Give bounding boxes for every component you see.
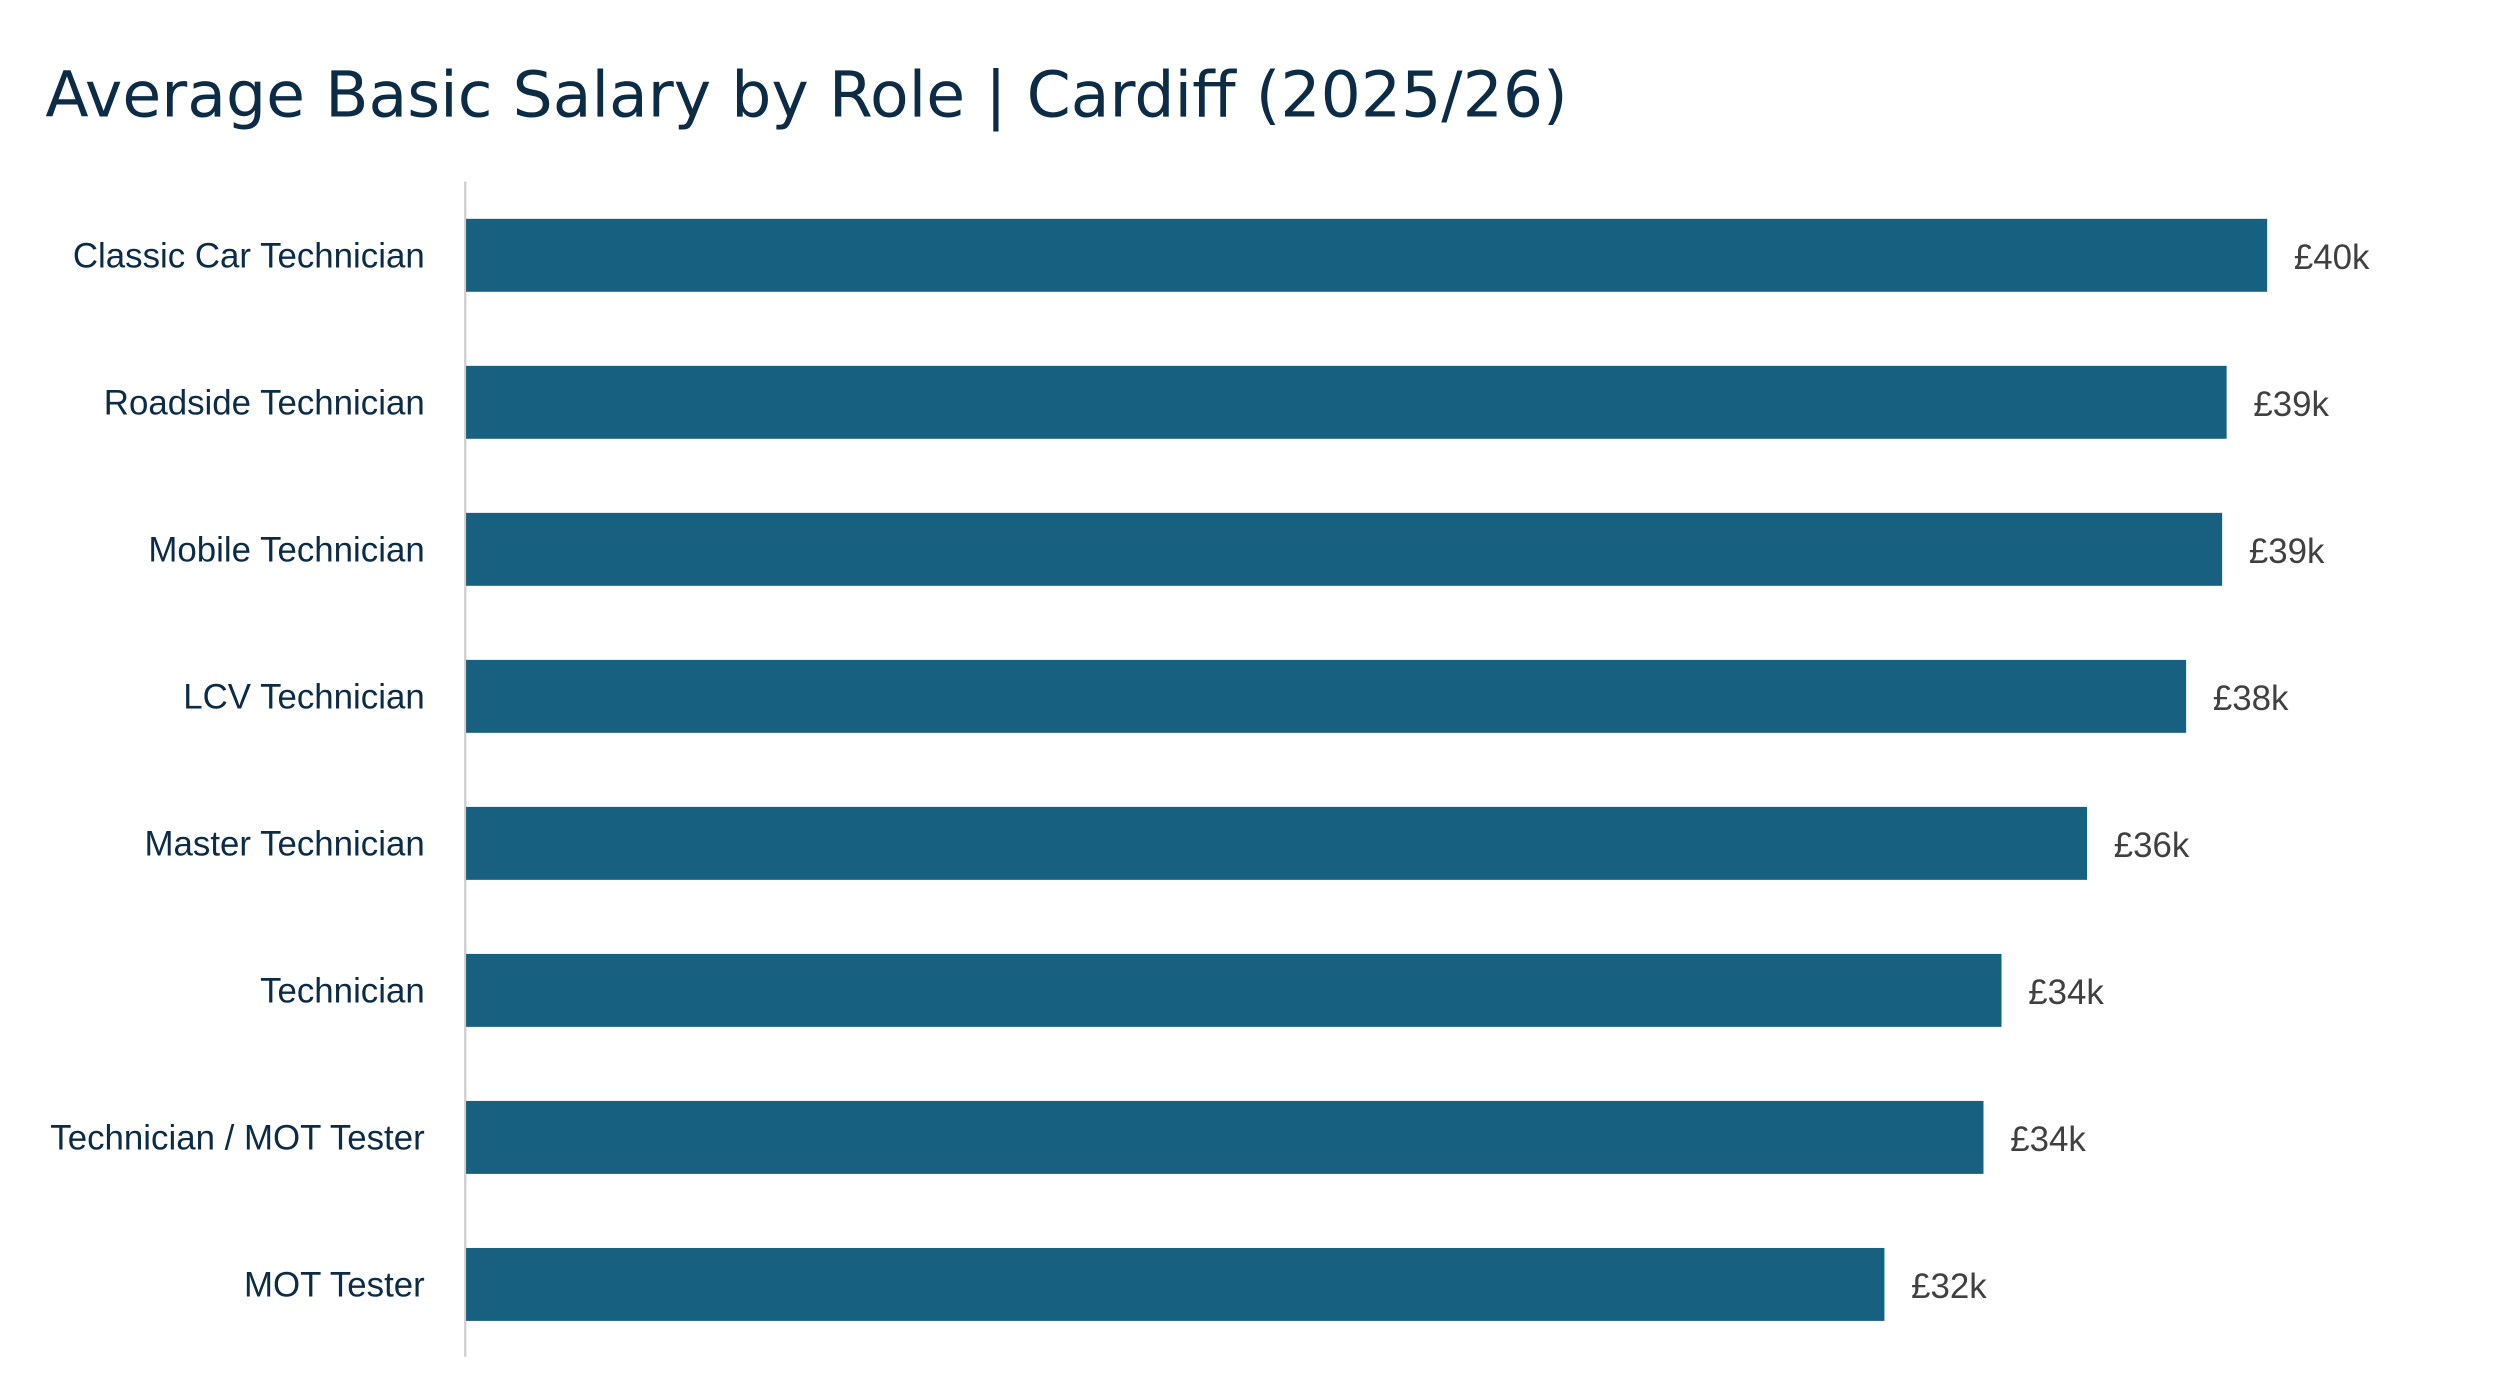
category-label: LCV Technician	[183, 678, 424, 717]
category-label: Technician / MOT Tester	[50, 1119, 425, 1158]
bars: Classic Car Technician £40k Roadside Techn…	[50, 218, 2370, 1321]
data-label: £36k	[2114, 826, 2190, 865]
bar	[466, 806, 2088, 880]
data-label: £32k	[1911, 1267, 1987, 1306]
data-label: £34k	[2010, 1120, 2086, 1159]
category-label: Roadside Technician	[104, 383, 425, 422]
data-label: £39k	[2253, 385, 2329, 424]
bar	[466, 512, 2223, 586]
bar	[466, 218, 2268, 292]
data-label: £38k	[2213, 679, 2289, 718]
category-label: Mobile Technician	[148, 530, 424, 569]
bar	[466, 659, 2187, 733]
bar	[466, 365, 2227, 439]
data-label: £34k	[2028, 973, 2104, 1012]
bar	[466, 1247, 1885, 1321]
category-label: Master Technician	[145, 825, 425, 864]
bar	[466, 1100, 1984, 1174]
category-label: Classic Car Technician	[73, 236, 425, 275]
category-label: MOT Tester	[244, 1266, 425, 1305]
data-label: £40k	[2294, 238, 2370, 277]
data-label: £39k	[2249, 532, 2325, 571]
chart-title: Average Basic Salary by Role | Cardiff (…	[45, 58, 1567, 133]
category-label: Technician	[260, 972, 425, 1011]
bar	[466, 953, 2002, 1027]
